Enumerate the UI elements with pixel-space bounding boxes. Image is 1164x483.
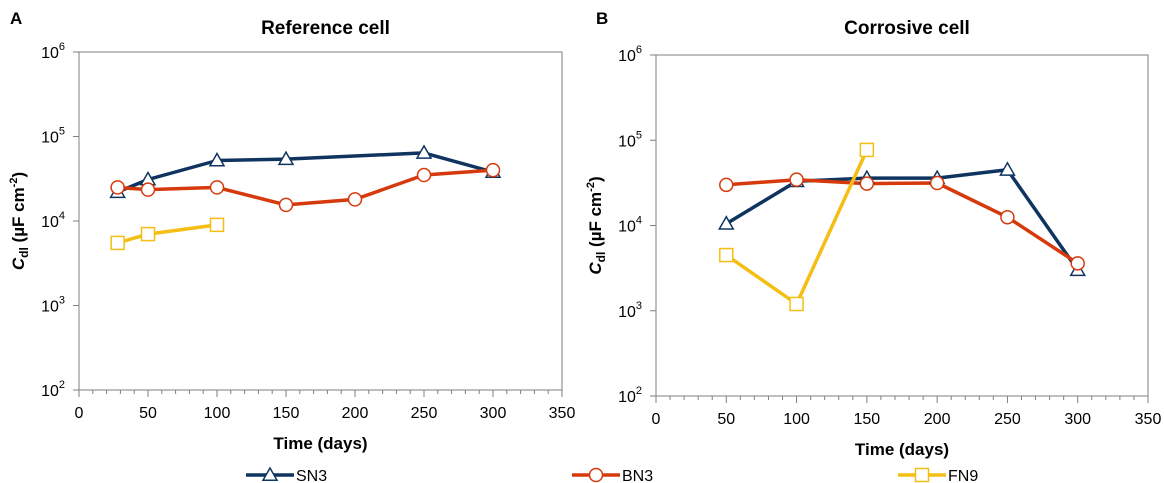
y-axis-title: Cdl (µF cm-2): [8, 172, 31, 270]
data-point-bn3: [485, 162, 501, 178]
x-tick-label: 150: [273, 405, 300, 422]
data-point-fn9: [789, 296, 804, 312]
y-tick-label: 104: [618, 215, 642, 236]
data-point-sn3: [999, 161, 1016, 176]
data-point-bn3: [1000, 209, 1015, 225]
x-tick-label: 300: [1064, 411, 1091, 428]
series-line-sn3: [725, 168, 1080, 272]
y-tick-label: 105: [618, 129, 642, 150]
legend-marker-fn9: [914, 467, 930, 483]
y-axis-title: Cdl (µF cm-2): [585, 176, 608, 274]
plot-area: [78, 51, 563, 391]
data-point-fn9: [859, 142, 875, 158]
data-point-bn3: [719, 177, 734, 193]
x-tick-label: 150: [854, 411, 881, 428]
x-axis-title: Time (days): [855, 440, 949, 459]
data-point-bn3: [347, 192, 363, 207]
data-point-bn3: [1070, 256, 1085, 271]
data-point-sn3: [717, 215, 735, 230]
x-tick-label: 350: [1135, 411, 1162, 428]
x-tick-label: 100: [783, 411, 810, 428]
legend-marker-bn3: [588, 467, 604, 483]
legend: SN3 BN3 FN9: [246, 466, 978, 483]
data-point-bn3: [789, 172, 804, 187]
y-tick-label: 103: [41, 295, 65, 316]
legend-label-fn9: FN9: [948, 468, 978, 483]
panel-letter: B: [596, 9, 608, 28]
legend-marker-sn3: [261, 466, 279, 481]
x-tick-label: 350: [549, 405, 576, 422]
panel-a: A Reference cell 0 50 100 150 200 250 300 350 102 1…: [8, 9, 575, 453]
y-tick-label: 106: [41, 41, 65, 62]
series-line-bn3: [726, 177, 1079, 265]
data-point-bn3: [110, 180, 125, 195]
data-point-fn9: [110, 235, 125, 251]
x-tick-label: 0: [652, 411, 661, 428]
x-tick-label: 200: [342, 405, 369, 422]
data-point-bn3: [278, 197, 294, 213]
data-point-bn3: [140, 182, 156, 197]
x-tick-label: 0: [75, 405, 84, 422]
series-line-fn9: [117, 223, 218, 245]
data-point-bn3: [929, 175, 945, 191]
series-line-bn3: [117, 168, 494, 207]
x-axis-title: Time (days): [273, 434, 367, 453]
data-point-fn9: [140, 226, 156, 242]
data-point-sn3: [208, 151, 226, 167]
x-tick-label: 50: [717, 411, 735, 428]
panel-b: B Corrosive cell 0 50 100 150 200 250 300 350 102 1…: [585, 9, 1161, 459]
x-tick-label: 250: [411, 405, 438, 422]
y-tick-label: 102: [618, 385, 642, 406]
panel-letter: A: [10, 9, 22, 28]
legend-label-bn3: BN3: [622, 468, 653, 483]
y-tick-label: 102: [41, 379, 65, 400]
y-tick-label: 104: [41, 210, 65, 231]
data-point-fn9: [719, 247, 734, 263]
legend-label-sn3: SN3: [296, 468, 327, 483]
y-tick-label: 105: [41, 126, 65, 147]
x-tick-label: 300: [480, 405, 507, 422]
x-tick-label: 50: [139, 405, 157, 422]
data-point-fn9: [209, 217, 225, 233]
data-point-bn3: [209, 180, 225, 195]
x-tick-label: 100: [204, 405, 231, 422]
data-point-bn3: [859, 176, 875, 191]
data-point-bn3: [416, 167, 432, 183]
chart-title: Reference cell: [261, 18, 390, 39]
data-point-sn3: [415, 144, 433, 159]
data-point-sn3: [277, 150, 295, 166]
x-tick-label: 200: [924, 411, 951, 428]
chart-title: Corrosive cell: [844, 18, 970, 39]
y-tick-label: 106: [618, 44, 642, 65]
y-tick-label: 103: [618, 300, 642, 321]
x-tick-label: 250: [994, 411, 1021, 428]
